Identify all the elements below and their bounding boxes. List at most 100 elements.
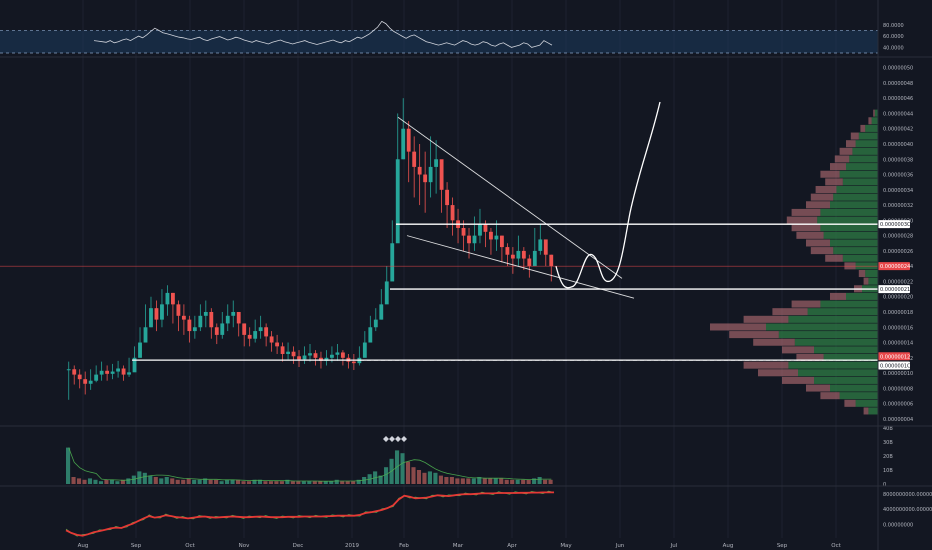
candle-body [291, 351, 296, 357]
candle-body [330, 354, 334, 358]
candle-body [214, 327, 219, 335]
price-tick-label: 0.00000048 [883, 81, 913, 87]
low-level-tag: 0.0000001C2 [880, 363, 914, 369]
volume-bar [532, 478, 537, 484]
candle-body [478, 224, 482, 236]
volume-bar [548, 479, 553, 484]
volume-bar [290, 481, 295, 484]
vp-bar-up [820, 208, 878, 216]
volume-bar [76, 478, 82, 484]
vp-bar-up [865, 124, 878, 132]
rsi-tick-label: 40.0000 [883, 45, 904, 51]
vp-bar-down [806, 239, 830, 247]
candle-body [549, 254, 554, 267]
vp-bar-up [839, 392, 878, 400]
candle-body [368, 327, 373, 343]
volume-bar [345, 481, 350, 484]
time-axis[interactable]: Aug Sep Oct Nov Dec 2019 Feb Mar Apr May Jun Jul Aug… [78, 543, 842, 549]
candle-body [439, 159, 444, 190]
candle-body [165, 292, 170, 305]
volume-bar [499, 478, 504, 484]
candle-body [127, 372, 131, 375]
candle-body [203, 311, 208, 316]
candle-body [176, 304, 181, 316]
obv-tick-label: 0.00000000 [883, 523, 913, 529]
volume-bar [148, 475, 153, 484]
volume-bar [268, 481, 273, 484]
candle-body [401, 128, 406, 160]
volume-bar [142, 472, 147, 484]
candle-body [362, 342, 367, 358]
candle-body [236, 311, 241, 324]
vp-bar-up [778, 331, 878, 339]
vp-bar-down [815, 185, 837, 194]
wedge-lower-line[interactable] [406, 235, 635, 299]
volume-bar [192, 479, 197, 484]
candle-body [209, 311, 214, 328]
candle-body [231, 311, 236, 316]
vp-bar-up [836, 185, 878, 194]
time-tick-label: Mar [453, 543, 464, 549]
volume-bar [159, 478, 164, 484]
volume-panel[interactable] [66, 436, 553, 484]
wedge-upper-line[interactable] [397, 116, 623, 279]
volume-bar [449, 477, 454, 484]
time-tick-label: 2019 [345, 543, 359, 549]
vp-bar-down [786, 216, 818, 224]
volume-bar [351, 481, 356, 484]
volume-bar [197, 479, 202, 484]
price-tick-label: 0.00000034 [883, 188, 913, 194]
volume-bar [312, 481, 317, 484]
candle-body [88, 380, 93, 384]
volume-bar [466, 478, 471, 484]
vp-bar-down [743, 361, 789, 369]
price-tick-label: 0.00000042 [883, 127, 913, 133]
price-tick-label: 0.00000006 [883, 402, 913, 408]
candle-body [324, 357, 329, 361]
vp-bar-down [791, 224, 821, 232]
upper-level-tag: 0.0000003C [880, 222, 911, 228]
volume-bar [219, 481, 224, 484]
signal-marker-icon [395, 436, 401, 442]
candle-body [242, 323, 247, 335]
volume-bar [203, 478, 208, 484]
vp-bar-down [806, 201, 830, 209]
vp-bar-up [788, 361, 878, 369]
projected-price-path[interactable] [555, 101, 661, 289]
candle-body [516, 250, 521, 259]
candle-body [390, 243, 395, 282]
volume-bar [246, 481, 252, 484]
price-axis[interactable]: 80.0000 60.0000 40.0000 0.00000050 0.0000004… [878, 23, 932, 529]
volume-bar [252, 479, 257, 484]
price-tick-label: 0.00000028 [883, 234, 913, 240]
price-panel[interactable] [66, 98, 554, 400]
candle-body [187, 319, 192, 332]
vp-bar-down [858, 269, 866, 278]
trend-drawings[interactable] [0, 101, 878, 361]
candle-body [121, 368, 126, 375]
volume-bar [362, 477, 367, 484]
vp-bar-down [844, 399, 856, 407]
candle-body [280, 346, 285, 354]
candle-body [132, 357, 137, 373]
candle-body [351, 361, 356, 364]
candle-body [450, 205, 455, 221]
volume-bar [230, 479, 235, 484]
obv-panel[interactable] [65, 490, 555, 537]
candle-body [308, 353, 312, 356]
volume-bar [405, 461, 411, 484]
candle-body [275, 342, 280, 347]
price-tick-label: 0.00000018 [883, 310, 913, 316]
mid-level-tag: 0.00000021 [880, 287, 910, 293]
candle-body [220, 323, 225, 335]
vp-bar-up [833, 193, 878, 201]
volume-tick-label: 20B [883, 454, 893, 460]
candle-body [494, 235, 499, 240]
rsi-panel[interactable] [0, 20, 878, 54]
vp-bar-up [846, 292, 878, 300]
obv-tick-label: 8000000000.00000000 [883, 492, 932, 498]
vp-bar-up [814, 346, 878, 354]
